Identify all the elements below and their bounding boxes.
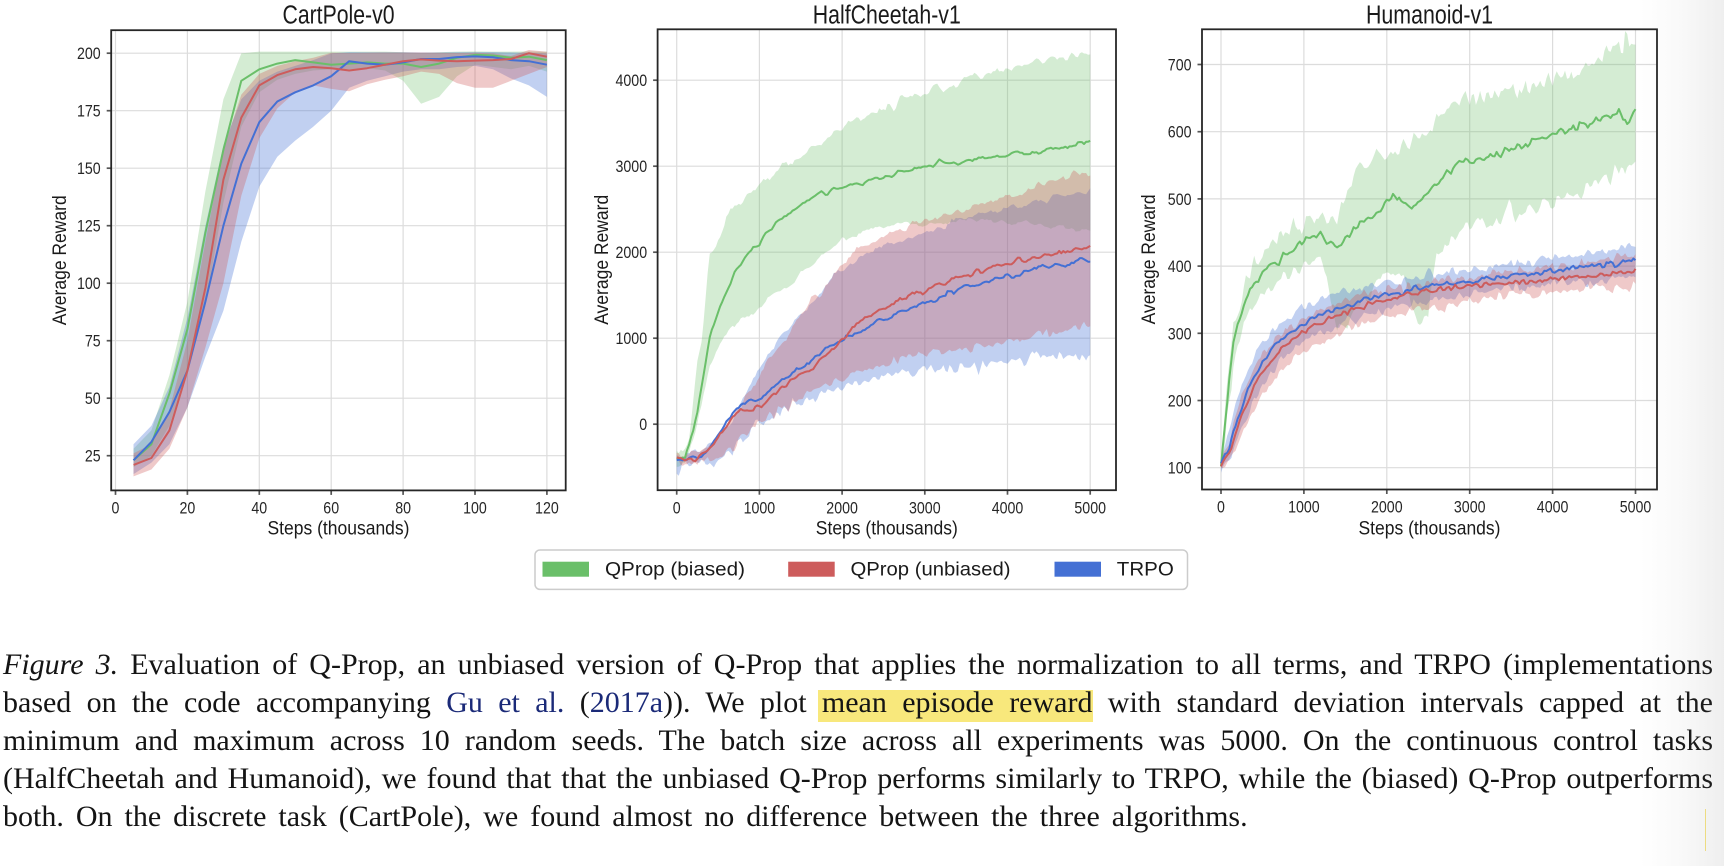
svg-text:125: 125: [77, 217, 101, 236]
svg-text:Steps (thousands): Steps (thousands): [1359, 518, 1501, 540]
svg-text:5000: 5000: [1074, 498, 1106, 517]
svg-text:120: 120: [535, 499, 559, 518]
svg-text:HalfCheetah-v1: HalfCheetah-v1: [813, 2, 961, 30]
svg-text:4000: 4000: [992, 498, 1024, 517]
svg-text:Average Reward: Average Reward: [50, 195, 71, 325]
svg-text:100: 100: [1168, 459, 1192, 478]
svg-text:Average Reward: Average Reward: [1139, 194, 1160, 324]
svg-text:150: 150: [77, 159, 101, 178]
svg-text:Steps (thousands): Steps (thousands): [268, 518, 410, 540]
svg-text:175: 175: [77, 102, 101, 121]
svg-text:600: 600: [1168, 123, 1192, 142]
svg-text:Humanoid-v1: Humanoid-v1: [1366, 2, 1493, 30]
svg-text:4000: 4000: [616, 71, 648, 90]
svg-text:TRPO: TRPO: [1117, 559, 1174, 581]
svg-text:2000: 2000: [826, 498, 858, 517]
svg-text:0: 0: [1217, 498, 1225, 517]
svg-text:200: 200: [77, 44, 101, 63]
svg-text:100: 100: [463, 499, 487, 518]
svg-text:CartPole-v0: CartPole-v0: [283, 2, 395, 30]
svg-text:60: 60: [323, 499, 339, 518]
svg-text:0: 0: [673, 498, 681, 517]
svg-text:400: 400: [1168, 257, 1192, 276]
svg-text:100: 100: [77, 274, 101, 293]
svg-text:5000: 5000: [1620, 498, 1652, 517]
svg-text:40: 40: [251, 499, 267, 518]
svg-text:2000: 2000: [1371, 498, 1403, 517]
svg-text:1000: 1000: [744, 498, 776, 517]
svg-text:Steps (thousands): Steps (thousands): [816, 518, 958, 540]
svg-text:3000: 3000: [909, 498, 941, 517]
svg-text:700: 700: [1168, 56, 1192, 75]
svg-text:1000: 1000: [616, 329, 648, 348]
svg-text:2000: 2000: [616, 243, 648, 262]
svg-text:1000: 1000: [1288, 498, 1320, 517]
svg-text:80: 80: [395, 499, 411, 518]
svg-text:20: 20: [180, 499, 196, 518]
svg-text:4000: 4000: [1537, 498, 1569, 517]
svg-text:QProp (biased): QProp (biased): [605, 559, 745, 581]
svg-text:3000: 3000: [1454, 498, 1486, 517]
svg-text:0: 0: [112, 499, 120, 518]
svg-text:200: 200: [1168, 392, 1192, 411]
svg-text:3000: 3000: [616, 157, 648, 176]
svg-text:25: 25: [85, 447, 101, 466]
svg-text:75: 75: [85, 332, 101, 351]
svg-text:0: 0: [639, 415, 647, 434]
svg-text:500: 500: [1168, 190, 1192, 209]
svg-text:50: 50: [85, 389, 101, 408]
svg-text:Average Reward: Average Reward: [592, 195, 613, 325]
svg-text:300: 300: [1168, 324, 1192, 343]
svg-text:QProp (unbiased): QProp (unbiased): [851, 559, 1011, 581]
